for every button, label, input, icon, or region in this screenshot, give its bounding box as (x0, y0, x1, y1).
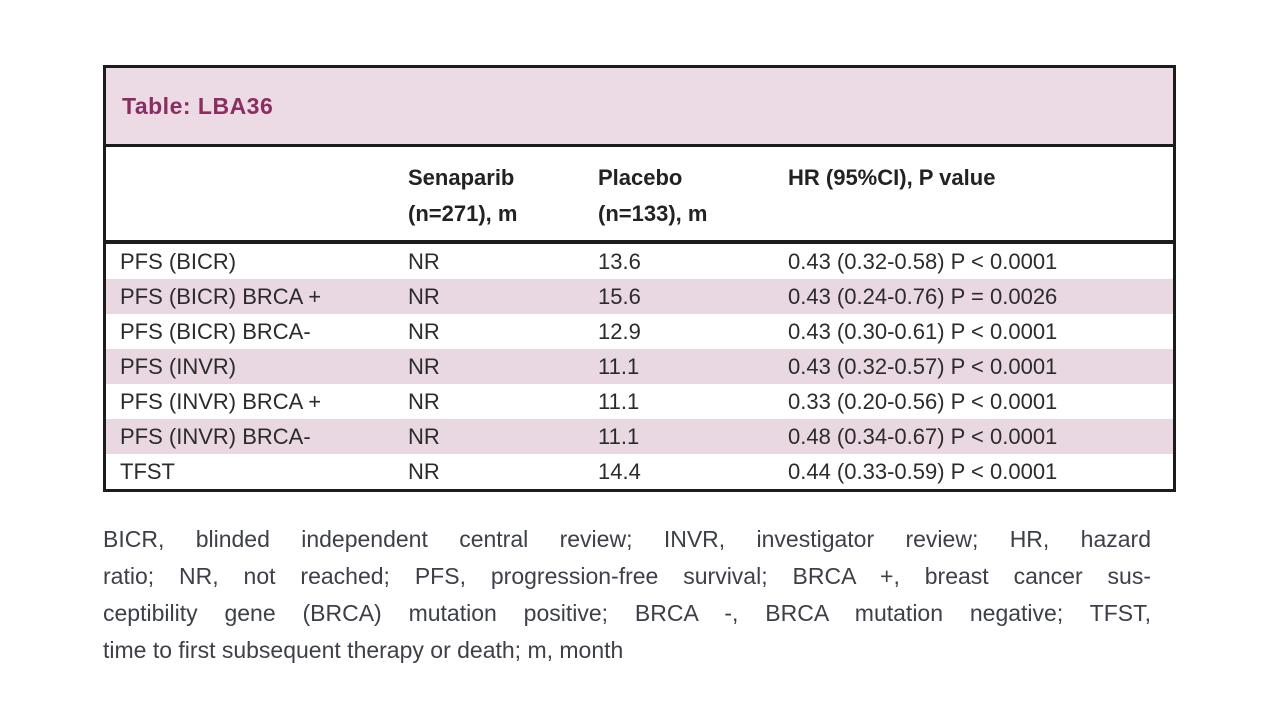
table-row: PFS (BICR) BRCA + NR 15.6 0.43 (0.24-0.7… (106, 279, 1173, 314)
row-hr-value: 0.48 (0.34-0.67) P < 0.0001 (788, 424, 1058, 449)
header-senaparib-line1: Senaparib (408, 165, 515, 190)
row-senaparib-value: NR (408, 459, 440, 484)
row-placebo-value: 15.6 (598, 284, 641, 309)
abstract-table: Table: LBA36 Senaparib (n=271), m Placeb… (103, 65, 1176, 492)
row-label: PFS (INVR) BRCA + (120, 389, 322, 414)
row-hr-value: 0.43 (0.30-0.61) P < 0.0001 (788, 319, 1058, 344)
row-senaparib-value: NR (408, 249, 440, 274)
abbreviations-footnote: BICR, blinded independent central review… (103, 521, 1151, 669)
row-placebo-value: 14.4 (598, 459, 641, 484)
header-cell-placebo: Placebo (n=133), m (598, 160, 788, 240)
row-label: PFS (INVR) (120, 354, 237, 379)
row-hr-value: 0.43 (0.32-0.57) P < 0.0001 (788, 354, 1058, 379)
table-row: PFS (INVR) BRCA- NR 11.1 0.48 (0.34-0.67… (106, 419, 1173, 454)
footnote-line: time to first subsequent therapy or deat… (103, 637, 624, 663)
table-row: PFS (INVR) NR 11.1 0.43 (0.32-0.57) P < … (106, 349, 1173, 384)
row-senaparib-value: NR (408, 389, 440, 414)
header-cell-senaparib: Senaparib (n=271), m (408, 160, 598, 240)
row-hr-value: 0.44 (0.33-0.59) P < 0.0001 (788, 459, 1058, 484)
row-hr-value: 0.43 (0.32-0.58) P < 0.0001 (788, 249, 1058, 274)
header-placebo-line1: Placebo (598, 165, 683, 190)
table-row: TFST NR 14.4 0.44 (0.33-0.59) P < 0.0001 (106, 454, 1173, 489)
row-label: PFS (BICR) BRCA + (120, 284, 322, 309)
footnote-line: BICR, blinded independent central review… (103, 526, 1151, 552)
table-row: PFS (BICR) NR 13.6 0.43 (0.32-0.58) P < … (106, 244, 1173, 279)
header-cell-hr: HR (95%CI), P value (788, 165, 996, 190)
table-title: Table: LBA36 (122, 92, 274, 119)
header-senaparib-line2: (n=271), m (408, 201, 518, 226)
row-placebo-value: 13.6 (598, 249, 641, 274)
row-hr-value: 0.33 (0.20-0.56) P < 0.0001 (788, 389, 1058, 414)
row-placebo-value: 11.1 (598, 389, 640, 414)
row-hr-value: 0.43 (0.24-0.76) P = 0.0026 (788, 284, 1058, 309)
row-label: PFS (BICR) (120, 249, 237, 274)
table-header-row: Senaparib (n=271), m Placebo (n=133), m … (106, 147, 1173, 244)
row-senaparib-value: NR (408, 354, 440, 379)
row-label: PFS (INVR) BRCA- (120, 424, 311, 449)
header-cell-empty (106, 160, 408, 240)
row-label: PFS (BICR) BRCA- (120, 319, 311, 344)
row-senaparib-value: NR (408, 284, 440, 309)
row-senaparib-value: NR (408, 424, 440, 449)
table-row: PFS (BICR) BRCA- NR 12.9 0.43 (0.30-0.61… (106, 314, 1173, 349)
row-placebo-value: 11.1 (598, 354, 640, 379)
row-placebo-value: 11.1 (598, 424, 640, 449)
row-senaparib-value: NR (408, 319, 440, 344)
footnote-line: ceptibility gene (BRCA) mutation positiv… (103, 600, 1151, 626)
table-row: PFS (INVR) BRCA + NR 11.1 0.33 (0.20-0.5… (106, 384, 1173, 419)
header-placebo-line2: (n=133), m (598, 201, 708, 226)
table-title-band: Table: LBA36 (106, 68, 1173, 147)
footnote-line: ratio; NR, not reached; PFS, progression… (103, 563, 1151, 589)
row-placebo-value: 12.9 (598, 319, 641, 344)
row-label: TFST (120, 459, 175, 484)
